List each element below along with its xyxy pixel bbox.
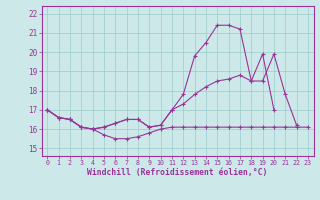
- X-axis label: Windchill (Refroidissement éolien,°C): Windchill (Refroidissement éolien,°C): [87, 168, 268, 177]
